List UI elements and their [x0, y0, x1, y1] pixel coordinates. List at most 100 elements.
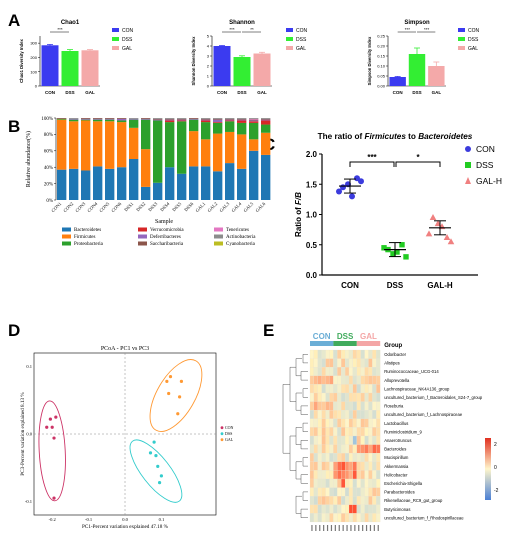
heatmap-cell	[313, 513, 318, 523]
legend-label: Bacteroidetes	[74, 228, 101, 233]
heatmap-cell	[345, 384, 350, 394]
heatmap-cell	[360, 513, 365, 523]
heatmap-cell	[356, 487, 361, 497]
heatmap-cell	[321, 384, 326, 394]
heatmap-cell	[372, 435, 377, 445]
data-point-con	[52, 496, 56, 500]
heatmap-cell	[372, 410, 377, 419]
colorbar-tick-label: 0	[494, 465, 497, 471]
segment-firmicutes	[81, 120, 91, 171]
x-tick-label: GAL	[257, 90, 267, 95]
heatmap-cell	[321, 358, 326, 368]
segment-actinobacteria	[249, 118, 259, 119]
x-tick-label: DSS	[65, 90, 74, 95]
heatmap-cell	[341, 367, 346, 376]
heatmap-cell	[352, 470, 357, 480]
heatmap-cell	[376, 358, 381, 368]
panel-d-pcoa-plot: PCoA - PC1 vs PC3 -0.2 -0.1 0.0 0.1 -0.1 0.0 0.…	[20, 346, 234, 530]
y-axis-label: Shannon Diversity Index	[191, 36, 196, 86]
heatmap-cell	[317, 367, 322, 376]
segment-proteobacteria	[93, 119, 103, 122]
legend-swatch	[458, 46, 465, 50]
segment-proteobacteria	[57, 118, 67, 120]
segment-actinobacteria	[213, 118, 223, 119]
y-tick-label: 200	[30, 55, 37, 60]
heatmap-cell	[360, 384, 365, 394]
x-tick-label: 0.0	[122, 517, 128, 522]
legend-swatch	[112, 28, 119, 32]
heatmap-cell	[368, 358, 373, 368]
heatmap-cell	[309, 478, 315, 488]
heatmap-cell	[317, 504, 322, 514]
heatmap-cell	[348, 453, 354, 462]
x-axis-label: PC1-Percent variation explained 47.18 %	[82, 524, 169, 530]
heatmap-cell	[345, 401, 350, 411]
heatmap-cell	[325, 401, 330, 411]
heatmap-cell	[348, 435, 354, 445]
heatmap-row	[309, 401, 381, 411]
row-label: uncultured_bacterium_f_Bacteroidales_S24…	[384, 395, 483, 400]
title-part: The ratio of	[318, 132, 365, 141]
segment-proteobacteria	[105, 119, 115, 122]
heatmap-cell	[333, 461, 338, 471]
heatmap-cell	[356, 384, 361, 394]
y-tick-label: 0.05	[377, 74, 386, 79]
y-axis-label: Simpson Diversity Index	[367, 36, 372, 85]
heatmap-cell	[368, 410, 373, 419]
segment-deferribacteres	[69, 118, 79, 120]
legend-swatch	[286, 28, 293, 32]
stacked-bar-con4	[93, 118, 103, 200]
y-tick-label: 2.0	[306, 150, 318, 159]
row-label: Roseburia	[384, 404, 404, 409]
heatmap-row	[309, 349, 381, 359]
y-tick-label: 0%	[46, 199, 53, 204]
heatmap-cell	[352, 461, 357, 471]
x-tick-label: DSS	[237, 90, 246, 95]
heatmap-cell	[329, 461, 334, 471]
legend-label: DSS	[468, 37, 479, 43]
data-point-dss	[154, 454, 158, 458]
heatmap-row	[309, 496, 381, 505]
heatmap-cell	[376, 478, 381, 488]
segment-proteobacteria	[141, 119, 151, 150]
legend-marker	[220, 438, 224, 442]
heatmap-cell	[364, 496, 369, 505]
heatmap-cell	[360, 496, 365, 505]
panel-letter-b: B	[8, 117, 20, 136]
ylabel-part: Ratio of	[294, 205, 303, 237]
heatmap-cell	[317, 513, 322, 523]
legend-swatch	[112, 37, 119, 41]
heatmap-cell	[356, 453, 361, 462]
heatmap-row	[309, 392, 381, 402]
row-label: Rikenellaceae_RC9_gut_group	[384, 498, 443, 503]
legend-label: DSS	[122, 37, 133, 43]
title-part: Firmicutes	[365, 132, 407, 141]
x-tick-label: 0.1	[159, 517, 165, 522]
segment-deferribacteres	[213, 119, 223, 123]
heatmap-cell	[348, 444, 354, 454]
segment-bacteroidetes	[153, 182, 163, 200]
legend-label: DSS	[476, 160, 494, 170]
heatmap-cell	[360, 504, 365, 514]
segment-proteobacteria	[189, 119, 199, 132]
x-tick-label: DSS3	[147, 201, 159, 213]
x-tick-label: DSS6	[183, 201, 195, 213]
group-bar-con	[310, 341, 334, 346]
data-point	[358, 178, 364, 185]
y-tick-label: 2	[207, 64, 210, 69]
heatmap-cell	[309, 496, 315, 505]
column-label-mark	[346, 525, 348, 531]
legend-label: DSS	[225, 431, 232, 436]
heatmap-cell	[337, 401, 342, 411]
segment-firmicutes	[225, 131, 235, 164]
heatmap-cell	[376, 435, 381, 445]
heatmap-cell	[368, 427, 373, 437]
y-tick-label: 0	[207, 84, 210, 89]
panel-letter-e: E	[263, 321, 274, 340]
panel-c-ratio-scatter: The ratio of Firmicutes to Bacteroidetes…	[294, 132, 502, 290]
y-tick-label: 3	[207, 54, 210, 59]
heatmap-cell	[372, 513, 377, 523]
y-tick-label: 0.1	[26, 364, 32, 369]
heatmap-cell	[341, 444, 346, 454]
heatmap-row	[309, 435, 381, 445]
